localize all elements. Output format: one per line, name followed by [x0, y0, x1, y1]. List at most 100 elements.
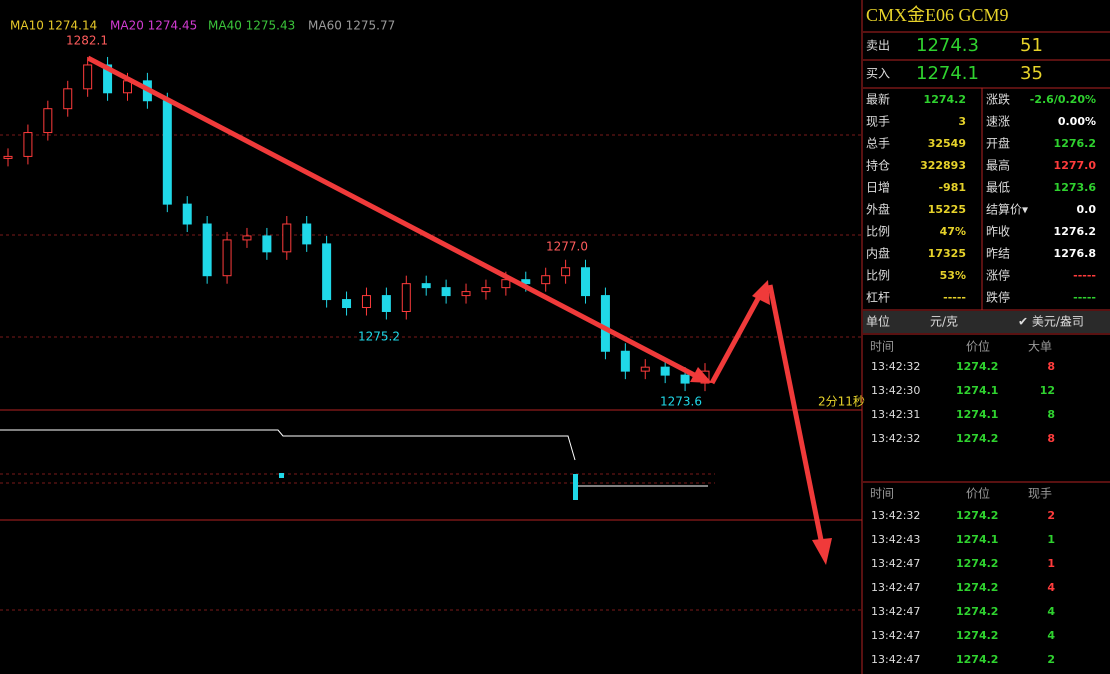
stat-value: 15225	[928, 203, 966, 216]
row-price: 1274.2	[956, 557, 998, 570]
row-price: 1274.1	[956, 533, 998, 546]
stat-value: 0.0	[1077, 203, 1097, 216]
volume-bar	[573, 474, 578, 500]
stat-label: 总手	[866, 137, 890, 151]
row-size: 1	[1047, 557, 1055, 570]
row-size: 8	[1047, 432, 1055, 445]
unit-option: 元/克	[930, 315, 958, 329]
candle	[600, 295, 610, 352]
row-time: 13:42:43	[871, 533, 920, 546]
candle	[581, 267, 591, 297]
quote-label: 卖出	[866, 39, 890, 53]
row-time: 13:42:30	[871, 384, 920, 397]
quote-volume: 51	[1020, 35, 1043, 56]
candle	[3, 155, 13, 159]
row-time: 13:42:47	[871, 653, 920, 666]
stat-value: 1276.8	[1054, 247, 1096, 260]
candle	[640, 366, 650, 372]
row-size: 4	[1047, 605, 1055, 618]
row-price: 1274.2	[956, 629, 998, 642]
stat-label: 涨停	[986, 268, 1010, 283]
candle	[83, 64, 93, 90]
stat-value: -981	[938, 181, 966, 194]
stat-label: 涨跌	[986, 92, 1010, 107]
quote-panel: CMX金E06 GCM9 卖出 1274.3 51 买入 1274.1 35 最新 1274.2…	[863, 5, 1110, 666]
candle	[242, 235, 252, 241]
stat-label: 开盘	[986, 136, 1010, 151]
ma-label: MA10 1274.14	[10, 19, 97, 33]
row-price: 1274.2	[956, 581, 998, 594]
stat-value: 32549	[928, 137, 966, 150]
low-label: 1273.6	[660, 395, 702, 409]
quote-price: 1274.1	[916, 63, 979, 84]
stat-value: 47%	[940, 225, 966, 238]
stat-value: -----	[1073, 291, 1096, 304]
candle	[680, 374, 690, 384]
candle	[23, 132, 33, 157]
stat-label: 外盘	[866, 202, 890, 217]
ma-label: MA40 1275.43	[208, 19, 295, 33]
candle	[521, 279, 531, 285]
peak-label: 1277.0	[546, 240, 588, 254]
unit-label: 单位	[866, 314, 890, 329]
stat-label: 杠杆	[866, 290, 890, 305]
unit-option: ✔ 美元/盎司	[1018, 315, 1084, 329]
high-label: 1282.1	[66, 34, 108, 48]
candle	[481, 287, 491, 293]
stat-label: 最新	[866, 92, 890, 107]
stat-label: 昨收	[986, 225, 1010, 239]
stat-label: 持仓	[866, 158, 890, 173]
row-time: 13:42:47	[871, 605, 920, 618]
panel-title: CMX金E06 GCM9	[866, 5, 1009, 25]
stat-label: 比例	[866, 225, 890, 239]
list-header: 时间	[870, 487, 894, 501]
stat-label: 昨结	[986, 247, 1010, 261]
candle	[63, 88, 73, 110]
quote-volume: 35	[1020, 63, 1043, 84]
row-time: 13:42:31	[871, 408, 920, 421]
row-time: 13:42:47	[871, 557, 920, 570]
row-price: 1274.2	[956, 653, 998, 666]
row-size: 4	[1047, 581, 1055, 594]
candle	[182, 203, 192, 225]
unit-bar	[863, 311, 1110, 333]
row-time: 13:42:32	[871, 432, 920, 445]
row-price: 1274.1	[956, 408, 998, 421]
dashed-guides	[0, 134, 862, 611]
ma-label: MA60 1275.77	[308, 19, 395, 33]
row-price: 1274.2	[956, 509, 998, 522]
candle	[202, 223, 212, 277]
stat-value: 17325	[928, 247, 966, 260]
stat-label: 最高	[986, 158, 1010, 173]
stat-value: -----	[943, 291, 966, 304]
candle	[222, 239, 232, 277]
ma-label: MA20 1274.45	[110, 19, 197, 33]
candle	[660, 366, 670, 376]
row-time: 13:42:32	[871, 509, 920, 522]
candle	[43, 108, 53, 134]
candle	[381, 295, 391, 312]
candle	[262, 235, 272, 253]
row-size: 8	[1047, 408, 1055, 421]
stat-value: 3	[958, 115, 966, 128]
row-size: 4	[1047, 629, 1055, 642]
stat-value: -----	[1073, 269, 1096, 282]
candle	[441, 287, 451, 297]
candle	[162, 100, 172, 205]
candle	[401, 283, 411, 312]
row-price: 1274.1	[956, 384, 998, 397]
candle	[541, 275, 551, 285]
row-price: 1274.2	[956, 432, 998, 445]
trough-label: 1275.2	[358, 330, 400, 344]
quote-price: 1274.3	[916, 35, 979, 56]
stat-label: 速涨	[986, 114, 1010, 129]
stat-value: 0.00%	[1058, 115, 1096, 128]
row-time: 13:42:47	[871, 581, 920, 594]
trend-arrows	[86, 55, 832, 565]
ma-legend: MA10 1274.14 MA20 1274.45 MA40 1275.43 MA60…	[10, 19, 395, 33]
row-price: 1274.2	[956, 360, 998, 373]
candle	[461, 291, 471, 297]
candle	[561, 267, 571, 277]
candle	[302, 223, 312, 245]
